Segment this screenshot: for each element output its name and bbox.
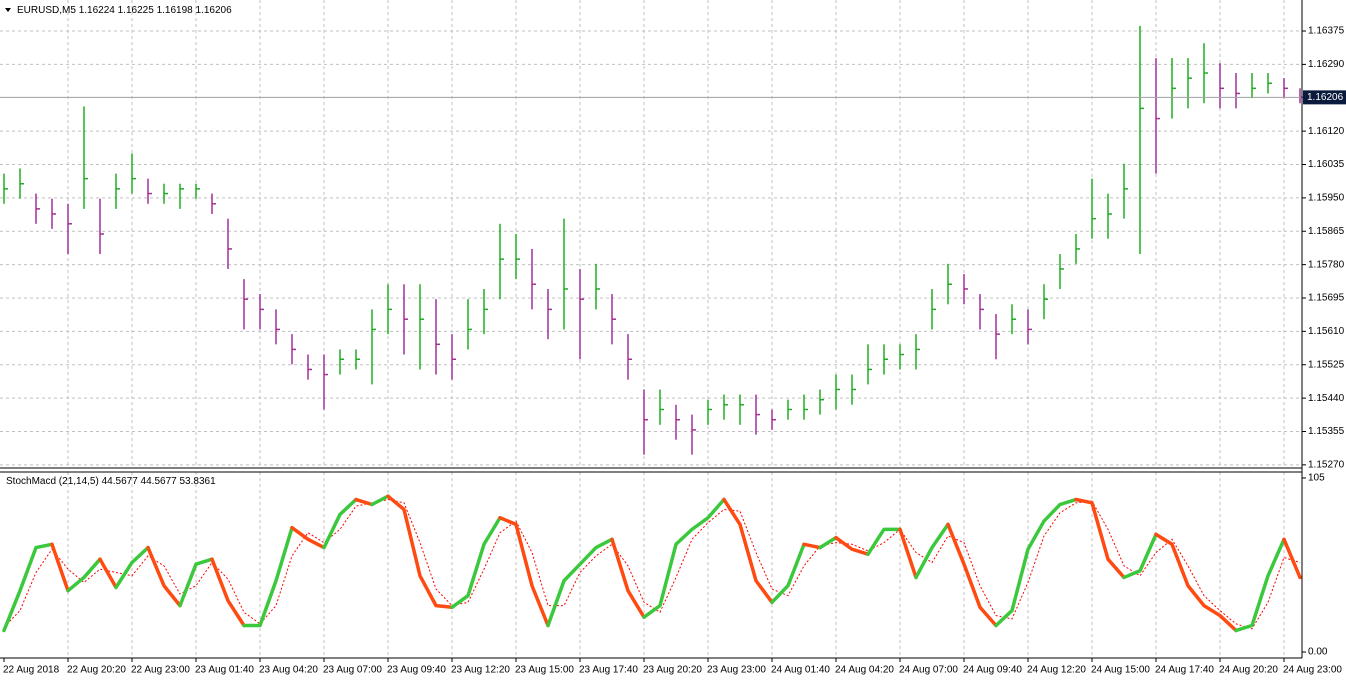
x-tick-label: 23 Aug 17:40 (579, 665, 638, 676)
main-line (1234, 537, 1286, 633)
close: 1.16206 (196, 5, 233, 16)
main-line (370, 494, 390, 507)
main-line (322, 497, 358, 550)
main-line (546, 537, 614, 628)
x-tick-label: 23 Aug 01:40 (195, 665, 254, 676)
open: 1.16224 (79, 5, 116, 16)
x-tick-label: 23 Aug 09:40 (387, 665, 446, 676)
x-tick-label: 24 Aug 12:20 (1027, 665, 1086, 676)
x-tick-label: 23 Aug 15:00 (515, 665, 574, 676)
main-line (946, 522, 998, 628)
y-tick-label: 1.16120 (1308, 126, 1345, 137)
main-line (898, 527, 918, 580)
y-tick-label: 1.15270 (1308, 459, 1345, 470)
main-line (146, 545, 182, 608)
y-tick-label: 1.15950 (1308, 193, 1345, 204)
main-line (242, 525, 294, 628)
main-line (1074, 497, 1126, 580)
y-tick-label: 1.15865 (1308, 226, 1345, 237)
main-line (2, 542, 54, 633)
y-tick-label: 1.16290 (1308, 59, 1345, 70)
main-line (386, 494, 454, 610)
indicator-title: StochMacd (21,14,5) (6, 476, 99, 487)
y-tick-label: 1.15610 (1308, 326, 1345, 337)
y-tick-label: 0.00 (1308, 647, 1328, 658)
main-line (210, 557, 246, 628)
main-line (498, 516, 550, 628)
main-line (66, 557, 102, 593)
y-tick-label: 1.16375 (1308, 26, 1345, 37)
main-line (1122, 532, 1158, 580)
current-price-label: 1.16206 (1307, 92, 1344, 103)
x-tick-label: 22 Aug 20:20 (67, 665, 126, 676)
y-tick-label: 1.15780 (1308, 259, 1345, 270)
main-line (114, 545, 150, 590)
x-tick-label: 24 Aug 01:40 (771, 665, 830, 676)
main-line (178, 557, 214, 608)
x-tick-label: 23 Aug 20:20 (643, 665, 702, 676)
y-tick-label: 1.15440 (1308, 393, 1345, 404)
indicator-header: StochMacd (21,14,5) 44.5677 44.5677 53.8… (6, 476, 216, 487)
x-tick-label: 24 Aug 20:20 (1219, 665, 1278, 676)
x-tick-label: 24 Aug 23:00 (1283, 665, 1342, 676)
indicator-value: 44.5677 (141, 476, 178, 487)
main-line (610, 537, 646, 619)
main-line (50, 542, 70, 593)
x-tick-label: 24 Aug 09:40 (963, 665, 1022, 676)
x-tick-label: 24 Aug 15:00 (1091, 665, 1150, 676)
plot-layer (0, 0, 1304, 658)
main-line (802, 542, 822, 550)
high: 1.16225 (118, 5, 155, 16)
main-line (1154, 532, 1238, 633)
main-line (98, 557, 118, 590)
y-tick-label: 1.15525 (1308, 359, 1345, 370)
indicator-value: 44.5677 (102, 476, 139, 487)
main-line (866, 527, 902, 556)
y-tick-label: 1.15695 (1308, 293, 1345, 304)
main-line (642, 497, 726, 619)
main-line (1282, 537, 1302, 580)
x-tick-label: 22 Aug 2018 (3, 665, 60, 676)
x-tick-label: 24 Aug 07:00 (899, 665, 958, 676)
x-tick-label: 24 Aug 04:20 (835, 665, 894, 676)
x-tick-label: 24 Aug 17:40 (1155, 665, 1214, 676)
main-line (450, 516, 502, 610)
main-line (834, 535, 870, 556)
menu-triangle[interactable] (5, 8, 11, 12)
current-price-box (1303, 90, 1346, 105)
indicator-value: 53.8361 (179, 476, 216, 487)
x-tick-label: 23 Aug 12:20 (451, 665, 510, 676)
x-tick-label: 23 Aug 07:00 (323, 665, 382, 676)
main-line (994, 497, 1078, 628)
x-tick-label: 23 Aug 23:00 (707, 665, 766, 676)
low: 1.16198 (157, 5, 194, 16)
main-line (722, 497, 774, 605)
y-tick-label: 1.15355 (1308, 426, 1345, 437)
main-line (290, 525, 326, 550)
main-line (354, 497, 374, 507)
main-line (770, 542, 806, 605)
x-tick-label: 23 Aug 04:20 (259, 665, 318, 676)
x-tick-label: 22 Aug 23:00 (131, 665, 190, 676)
y-tick-label: 1.16035 (1308, 159, 1345, 170)
symbol: EURUSD,M5 (17, 5, 76, 16)
main-line (914, 522, 950, 580)
chart-header: EURUSD,M5 1.16224 1.16225 1.16198 1.1620… (17, 5, 232, 16)
main-line (818, 535, 838, 550)
y-tick-label: 105 (1308, 473, 1325, 484)
